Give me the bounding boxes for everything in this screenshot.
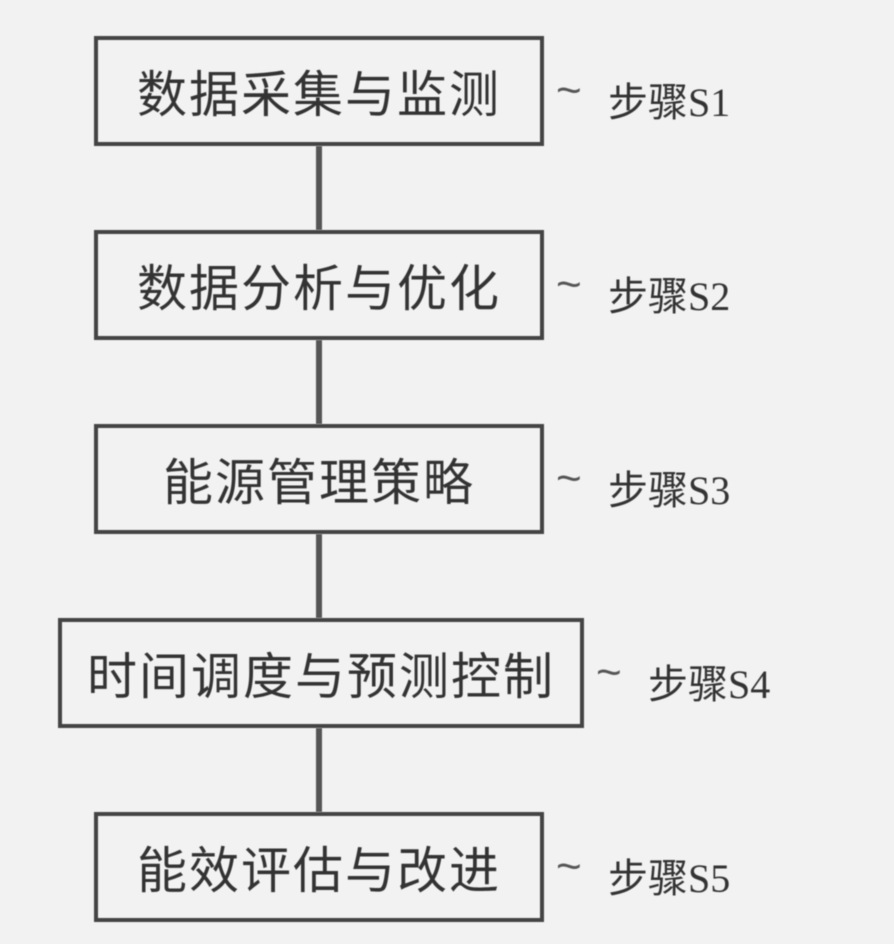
flow-node-s2-text: 数据分析与优化 <box>137 249 501 321</box>
flow-node-s5-text: 能效评估与改进 <box>137 831 501 903</box>
step-label-s1: 步骤S1 <box>608 70 730 128</box>
step-label-s2: 步骤S2 <box>608 264 730 322</box>
tilde-icon: ~ <box>556 260 582 310</box>
flow-node-s3: 能源管理策略 <box>94 424 544 534</box>
flow-node-s2: 数据分析与优化 <box>94 230 544 340</box>
connector-3-4 <box>316 534 322 618</box>
tilde-icon: ~ <box>556 454 582 504</box>
flow-node-s4: 时间调度与预测控制 <box>58 618 584 728</box>
tilde-icon: ~ <box>596 648 622 698</box>
flow-node-s3-text: 能源管理策略 <box>163 443 475 515</box>
connector-2-3 <box>316 340 322 424</box>
flow-node-s1: 数据采集与监测 <box>94 36 544 146</box>
step-label-s3: 步骤S3 <box>608 458 730 516</box>
tilde-icon: ~ <box>556 842 582 892</box>
flow-node-s1-text: 数据采集与监测 <box>137 55 501 127</box>
connector-4-5 <box>316 728 322 812</box>
flow-node-s4-text: 时间调度与预测控制 <box>87 637 555 709</box>
tilde-icon: ~ <box>556 66 582 116</box>
step-label-s5: 步骤S5 <box>608 846 730 904</box>
step-label-s4: 步骤S4 <box>648 652 770 710</box>
flow-node-s5: 能效评估与改进 <box>94 812 544 922</box>
connector-1-2 <box>316 146 322 230</box>
flowchart-canvas: 数据采集与监测 数据分析与优化 能源管理策略 时间调度与预测控制 能效评估与改进… <box>0 0 894 944</box>
